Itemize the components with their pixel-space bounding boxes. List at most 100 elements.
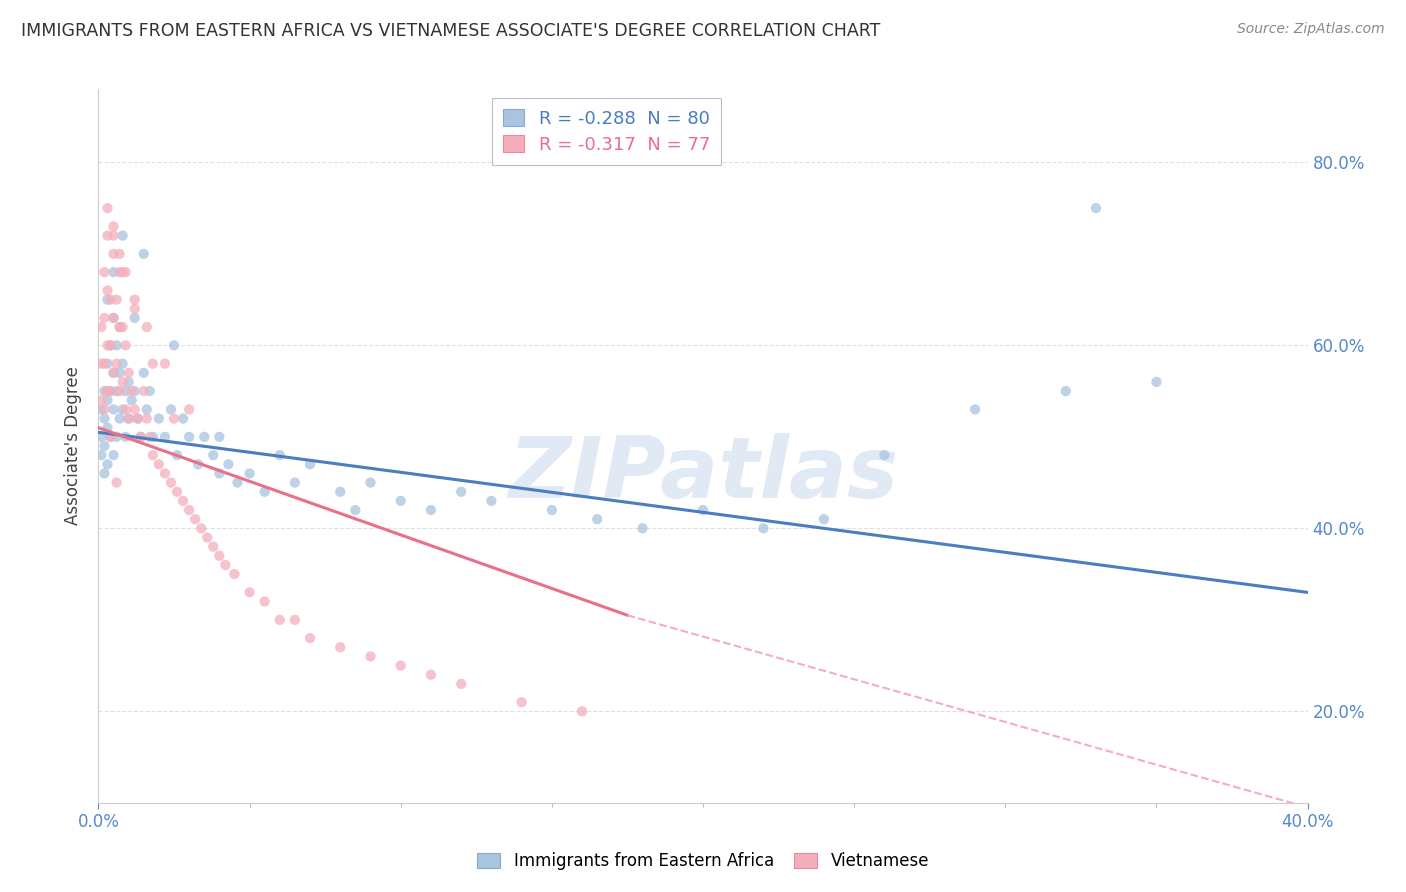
Point	[124, 293, 146, 307]
Point	[299, 631, 322, 645]
Point	[96, 384, 118, 398]
Point	[108, 247, 131, 261]
Point	[96, 393, 118, 408]
Point	[103, 310, 125, 325]
Point	[118, 366, 141, 380]
Point	[93, 402, 115, 417]
Point	[965, 402, 987, 417]
Point	[114, 338, 136, 352]
Point	[93, 357, 115, 371]
Point	[129, 430, 152, 444]
Point	[103, 219, 125, 234]
Point	[389, 658, 412, 673]
Point	[269, 448, 291, 462]
Point	[118, 375, 141, 389]
Point	[100, 384, 122, 398]
Point	[96, 293, 118, 307]
Point	[108, 265, 131, 279]
Point	[148, 458, 170, 472]
Point	[118, 411, 141, 425]
Point	[111, 402, 134, 417]
Point	[208, 467, 231, 481]
Text: ZIPatlas: ZIPatlas	[508, 433, 898, 516]
Point	[214, 558, 236, 572]
Point	[96, 284, 118, 298]
Point	[450, 484, 472, 499]
Point	[179, 402, 201, 417]
Point	[124, 402, 146, 417]
Point	[179, 430, 201, 444]
Text: Source: ZipAtlas.com: Source: ZipAtlas.com	[1237, 22, 1385, 37]
Point	[1144, 375, 1167, 389]
Point	[132, 384, 155, 398]
Point	[226, 475, 249, 490]
Point	[105, 475, 128, 490]
Point	[208, 549, 231, 563]
Point	[124, 301, 146, 316]
Point	[269, 613, 291, 627]
Point	[752, 521, 775, 535]
Point	[100, 430, 122, 444]
Point	[510, 695, 533, 709]
Point	[103, 310, 125, 325]
Point	[100, 384, 122, 398]
Point	[96, 458, 118, 472]
Point	[1085, 201, 1108, 215]
Point	[571, 704, 593, 718]
Point	[163, 411, 186, 425]
Point	[96, 384, 118, 398]
Point	[114, 430, 136, 444]
Point	[284, 613, 307, 627]
Point	[166, 448, 188, 462]
Point	[108, 320, 131, 334]
Point	[132, 247, 155, 261]
Point	[344, 503, 367, 517]
Point	[135, 402, 157, 417]
Point	[93, 411, 115, 425]
Point	[100, 293, 122, 307]
Point	[217, 458, 239, 472]
Point	[153, 467, 176, 481]
Legend: R = -0.288  N = 80, R = -0.317  N = 77: R = -0.288 N = 80, R = -0.317 N = 77	[492, 98, 721, 165]
Point	[90, 402, 112, 417]
Point	[142, 448, 165, 462]
Point	[121, 384, 143, 398]
Point	[111, 357, 134, 371]
Point	[108, 384, 131, 398]
Point	[105, 430, 128, 444]
Point	[160, 475, 183, 490]
Point	[90, 430, 112, 444]
Point	[142, 430, 165, 444]
Point	[179, 503, 201, 517]
Point	[135, 320, 157, 334]
Point	[127, 411, 149, 425]
Point	[172, 411, 194, 425]
Point	[96, 338, 118, 352]
Point	[127, 411, 149, 425]
Point	[208, 430, 231, 444]
Point	[360, 649, 382, 664]
Point	[103, 366, 125, 380]
Point	[239, 467, 262, 481]
Point	[96, 228, 118, 243]
Point	[193, 430, 215, 444]
Point	[631, 521, 654, 535]
Point	[132, 366, 155, 380]
Point	[329, 484, 352, 499]
Point	[329, 640, 352, 655]
Point	[299, 458, 322, 472]
Point	[135, 411, 157, 425]
Point	[93, 384, 115, 398]
Point	[813, 512, 835, 526]
Point	[692, 503, 714, 517]
Point	[108, 411, 131, 425]
Point	[481, 494, 503, 508]
Point	[190, 521, 212, 535]
Point	[389, 494, 412, 508]
Point	[103, 265, 125, 279]
Point	[103, 402, 125, 417]
Point	[153, 430, 176, 444]
Point	[105, 293, 128, 307]
Point	[142, 357, 165, 371]
Text: IMMIGRANTS FROM EASTERN AFRICA VS VIETNAMESE ASSOCIATE'S DEGREE CORRELATION CHAR: IMMIGRANTS FROM EASTERN AFRICA VS VIETNA…	[21, 22, 880, 40]
